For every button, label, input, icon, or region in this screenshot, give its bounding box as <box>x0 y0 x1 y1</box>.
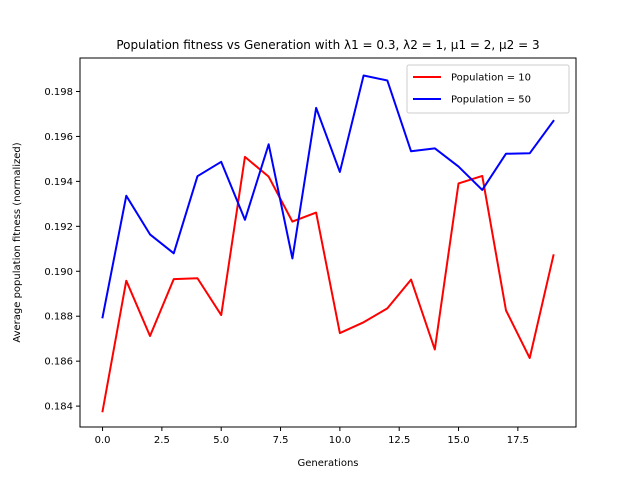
y-tick-label: 0.186 <box>44 357 73 368</box>
x-axis-label: Generations <box>298 458 359 469</box>
x-tick-label: 5.0 <box>213 435 229 446</box>
legend: Population = 10 Population = 50 <box>407 65 569 113</box>
y-tick-label: 0.188 <box>44 312 73 323</box>
y-tick-label: 0.198 <box>44 87 73 98</box>
x-tick-label: 2.5 <box>154 435 170 446</box>
y-axis-label: Average population fitness (normalized) <box>12 142 23 342</box>
x-tick-label: 15.0 <box>447 435 469 446</box>
x-tick-label: 17.5 <box>507 435 529 446</box>
y-tick-label: 0.184 <box>44 402 73 413</box>
x-tick-label: 7.5 <box>273 435 289 446</box>
legend-label: Population = 50 <box>451 95 531 106</box>
x-tick-label: 0.0 <box>95 435 111 446</box>
y-tick-label: 0.192 <box>44 222 73 233</box>
x-tick-label: 10.0 <box>329 435 351 446</box>
legend-label: Population = 10 <box>451 73 531 84</box>
chart-title: Population fitness vs Generation with λ1… <box>116 38 539 52</box>
y-tick-label: 0.196 <box>44 132 73 143</box>
y-tick-label: 0.194 <box>44 177 73 188</box>
y-tick-label: 0.190 <box>44 267 73 278</box>
x-tick-label: 12.5 <box>388 435 410 446</box>
